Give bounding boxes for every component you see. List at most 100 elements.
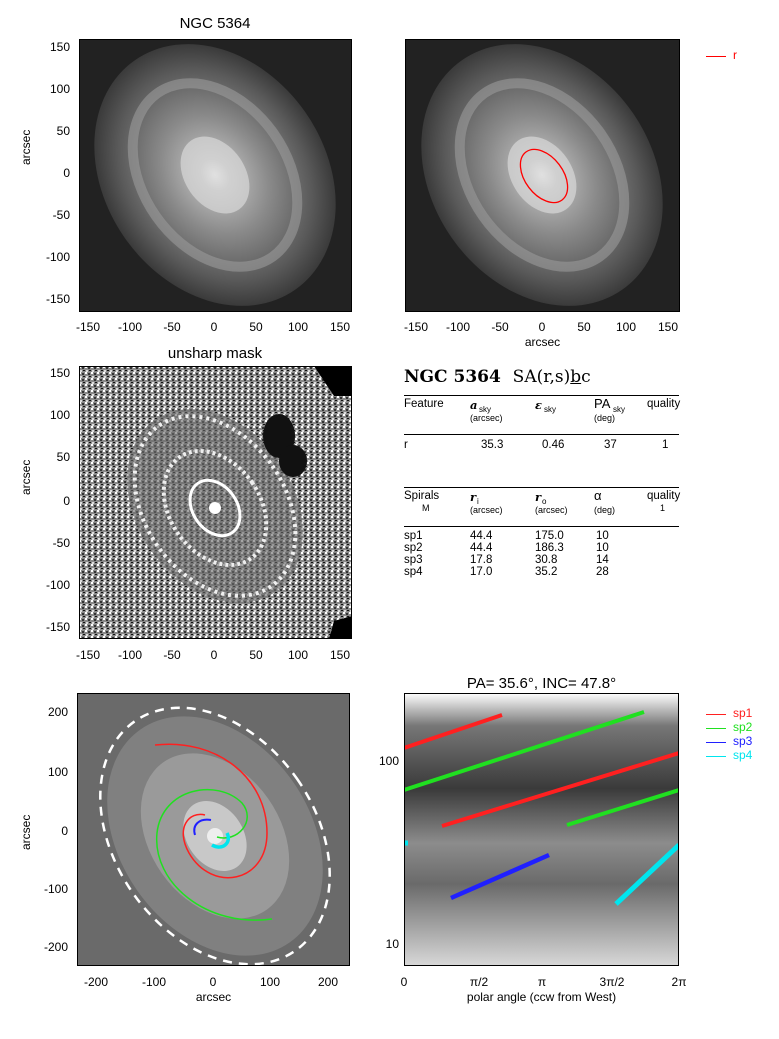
sp4-arm xyxy=(211,832,230,849)
p5-ytick: -100 xyxy=(43,882,68,896)
type-suffix: c xyxy=(581,367,591,387)
p5-ytick: 0 xyxy=(61,824,68,838)
p3-xtick: 150 xyxy=(329,648,351,662)
p6-legend-sp1: sp1 xyxy=(733,706,753,720)
sp-h2: r xyxy=(470,490,477,504)
feat-a: 35.3 xyxy=(481,439,504,451)
info-title: NGC 5364 SA(r,s)bc xyxy=(404,367,591,387)
sp-alpha: 10 xyxy=(596,530,609,542)
p2-xtick: 50 xyxy=(577,320,591,334)
p3-ytick: -100 xyxy=(45,578,70,592)
sp-ro: 186.3 xyxy=(535,542,564,554)
p1-xtick: 150 xyxy=(329,320,351,334)
sp-alpha: 14 xyxy=(596,554,609,566)
sp-h3-sub: o xyxy=(542,497,547,506)
p3-xtick: -50 xyxy=(163,648,181,662)
p3-ytick: -50 xyxy=(52,536,70,550)
feat-rule-top xyxy=(404,395,679,396)
sp2-line-a xyxy=(403,710,645,792)
type-under: b xyxy=(570,367,582,387)
sp-name: sp4 xyxy=(404,566,423,578)
panel2-xlabel: arcsec xyxy=(524,335,561,349)
sp-ro: 30.8 xyxy=(535,554,558,566)
p1-ytick: -100 xyxy=(45,250,70,264)
spiral-row: sp3 17.8 30.8 14 xyxy=(404,554,679,566)
p5-ytick: 100 xyxy=(47,765,68,779)
panel2-image xyxy=(405,39,680,312)
feat-name: r xyxy=(404,439,408,451)
p2-xtick: 150 xyxy=(657,320,679,334)
sp-h3: r xyxy=(535,490,542,504)
panel3-title: unsharp mask xyxy=(167,345,263,362)
feat-q: 1 xyxy=(662,439,669,451)
sp2-arm xyxy=(156,788,273,921)
p5-xtick: 0 xyxy=(209,975,217,989)
p3-ytick: 50 xyxy=(56,450,70,464)
p2-xtick: -100 xyxy=(445,320,471,334)
sp-ri: 17.8 xyxy=(470,554,493,566)
p1-xtick: 0 xyxy=(210,320,218,334)
p3-xtick: -150 xyxy=(75,648,101,662)
panel5-image xyxy=(77,693,350,966)
sp-ri: 44.4 xyxy=(470,530,493,542)
feat-h3: ε xyxy=(535,398,542,412)
sp-h5-sub: 1 xyxy=(660,503,666,513)
panel6-xlabel: polar angle (ccw from West) xyxy=(466,990,617,1004)
sp-alpha: 28 xyxy=(596,566,609,578)
sp-name: sp2 xyxy=(404,542,423,554)
p6-xtick: 0 xyxy=(400,975,408,989)
p6-legend-line-sp3 xyxy=(706,742,726,743)
feat-header: Feature a sky (arcsec) ε sky PA sky (deg… xyxy=(404,396,681,438)
p6-legend-sp3: sp3 xyxy=(733,734,753,748)
p5-ytick: 200 xyxy=(47,705,68,719)
sp-ro: 175.0 xyxy=(535,530,564,542)
panel6-title: PA= 35.6°, INC= 47.8° xyxy=(466,675,617,692)
p6-xtick: π/2 xyxy=(469,975,489,989)
feat-h4: PA xyxy=(594,396,611,411)
p5-xtick: -100 xyxy=(141,975,167,989)
p3-xtick: -100 xyxy=(117,648,143,662)
sp-h2-unit: (arcsec) xyxy=(470,505,503,515)
panel1-frame xyxy=(79,39,352,312)
p5-xtick: 200 xyxy=(317,975,339,989)
p5-xtick: -200 xyxy=(83,975,109,989)
feat-rule-mid xyxy=(404,434,679,435)
sp2-line-b xyxy=(566,788,680,827)
p2-xtick: 100 xyxy=(615,320,637,334)
p6-legend-line-sp1 xyxy=(706,714,726,715)
p2-xtick: -50 xyxy=(491,320,509,334)
p1-ytick: -150 xyxy=(45,292,70,306)
p6-ytick: 100 xyxy=(378,754,399,768)
galaxy-name: NGC 5364 xyxy=(404,367,501,387)
p6-ytick: 10 xyxy=(385,937,399,951)
panel6-image xyxy=(403,693,681,966)
spiral-rule-top xyxy=(404,487,679,488)
feat-h5: quality xyxy=(647,398,681,410)
p6-xtick: π xyxy=(537,975,547,989)
sp-h1: Spirals xyxy=(404,490,440,502)
feat-pa: 37 xyxy=(604,439,617,451)
spiral-row: sp4 17.0 35.2 28 xyxy=(404,566,679,578)
p2-xtick: -150 xyxy=(403,320,429,334)
p1-xtick: -50 xyxy=(163,320,181,334)
panel1-ylabel: arcsec xyxy=(19,129,33,165)
p6-legend-sp2: sp2 xyxy=(733,720,753,734)
p6-legend-sp4: sp4 xyxy=(733,748,753,762)
feat-row: r 35.3 0.46 37 1 xyxy=(404,439,679,455)
sp4-line xyxy=(614,843,681,906)
sp3-line xyxy=(450,852,550,901)
p6-xtick: 2π xyxy=(671,975,687,989)
panel5-frame xyxy=(77,693,350,966)
panel5-xlabel: arcsec xyxy=(195,990,232,1004)
sp-ro: 35.2 xyxy=(535,566,558,578)
p3-ytick: 0 xyxy=(63,494,70,508)
p3-ytick: -150 xyxy=(45,620,70,634)
sp-alpha: 10 xyxy=(596,542,609,554)
sp-h3-unit: (arcsec) xyxy=(535,505,568,515)
panel2-frame xyxy=(405,39,680,312)
p6-legend-line-sp4 xyxy=(706,756,726,757)
feat-eps: 0.46 xyxy=(542,439,565,451)
panel1-image xyxy=(79,39,352,312)
p6-xtick: 3π/2 xyxy=(599,975,625,989)
panel2-legend-label: r xyxy=(733,48,737,62)
